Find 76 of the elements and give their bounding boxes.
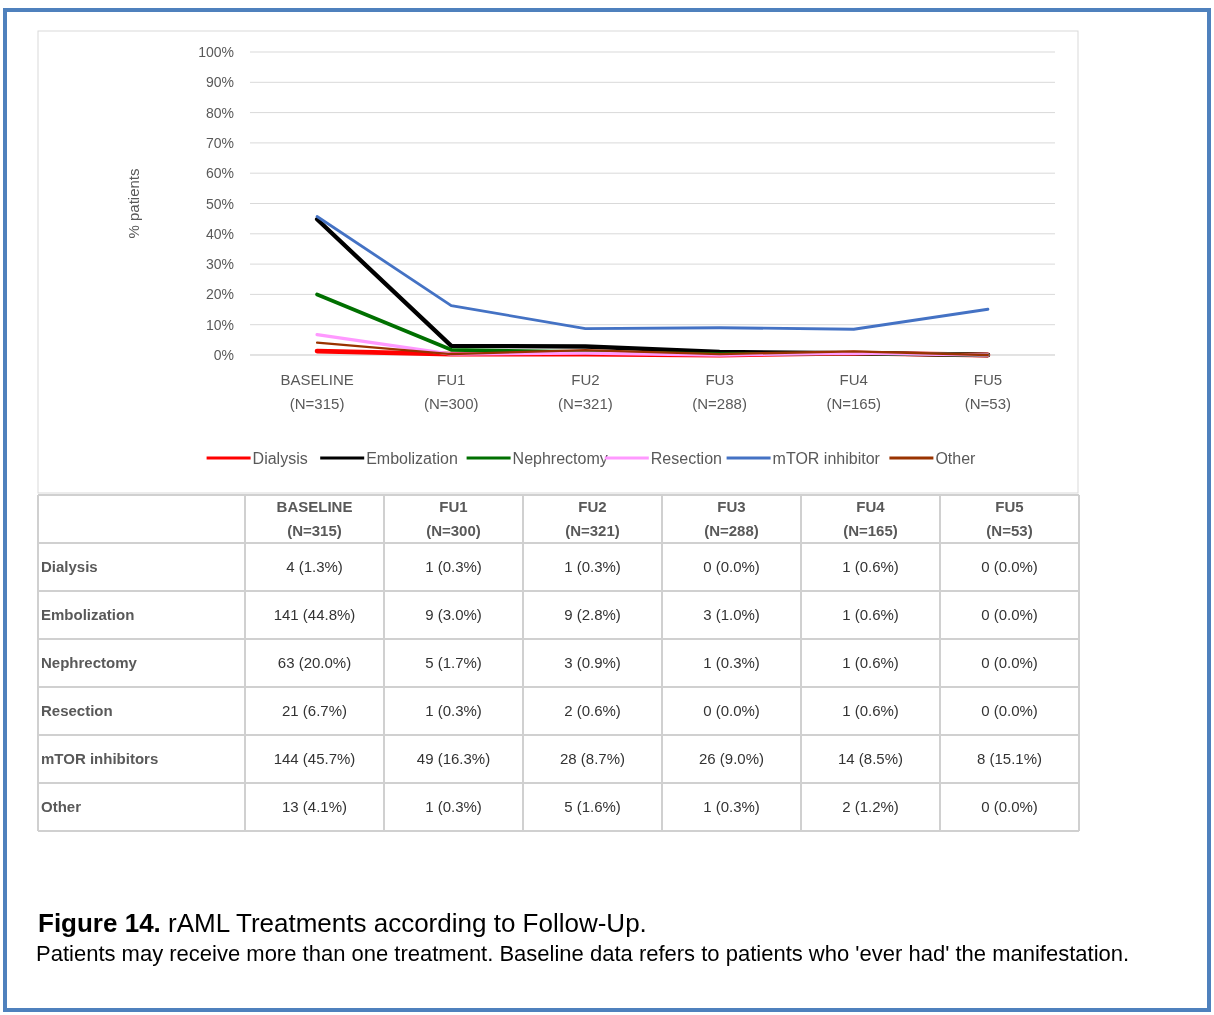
legend-label: Nephrectomy	[512, 450, 608, 467]
legend-label: Resection	[650, 450, 722, 467]
category-label: FU1 (N=300)	[426, 498, 481, 539]
line-series	[315, 341, 990, 357]
x-tick-label: FU2 (N=321)	[558, 371, 613, 412]
y-tick-label: 30%	[205, 256, 234, 273]
y-tick-label: 60%	[205, 165, 234, 182]
text: Embolization	[41, 606, 135, 623]
category-label: FU5 (N=53)	[986, 498, 1033, 539]
data-label: 63 (20.0%)	[277, 654, 352, 671]
data-label: 0 (0.0%)	[981, 606, 1038, 623]
y-tick-label: 100%	[198, 44, 234, 60]
data-label: 2 (0.6%)	[564, 702, 621, 719]
x-tick-label: BASELINE (N=315)	[280, 371, 354, 412]
data-label: 1 (0.3%)	[425, 702, 482, 719]
y-tick-label: 80%	[205, 104, 234, 121]
data-label: 0 (0.0%)	[981, 702, 1038, 719]
text: Nephrectomy	[41, 654, 138, 671]
y-tick-label: 70%	[205, 134, 234, 151]
legend-label: Embolization	[366, 450, 458, 467]
category-label: FU4 (N=165)	[843, 498, 898, 539]
y-tick-label: 20%	[205, 286, 234, 303]
data-label: 2 (1.2%)	[842, 798, 899, 815]
data-label: 1 (0.3%)	[703, 654, 760, 671]
data-label: 144 (45.7%)	[273, 750, 356, 767]
data-label: 8 (15.1%)	[976, 750, 1043, 767]
y-tick-label: 90%	[205, 74, 234, 91]
data-label: 1 (0.3%)	[564, 558, 621, 575]
data-label: 5 (1.6%)	[564, 798, 621, 815]
y-tick-label: 0%	[213, 347, 234, 363]
data-label: 1 (0.6%)	[842, 558, 899, 575]
line-series	[315, 215, 990, 331]
y-tick-label: 10%	[205, 316, 234, 333]
data-label: 9 (2.8%)	[564, 606, 621, 623]
x-tick-label: FU5 (N=53)	[964, 371, 1012, 412]
data-label: 13 (4.1%)	[281, 798, 348, 815]
data-label: 1 (0.6%)	[842, 702, 899, 719]
text: Other	[41, 798, 82, 815]
data-label: 1 (0.3%)	[425, 798, 482, 815]
data-label: 14 (8.5%)	[837, 750, 904, 767]
data-label: 1 (0.6%)	[842, 654, 899, 671]
category-label: FU2 (N=321)	[565, 498, 620, 539]
x-tick-label: FU3 (N=288)	[692, 371, 747, 412]
data-label: 21 (6.7%)	[281, 702, 348, 719]
data-label: 5 (1.7%)	[425, 654, 482, 671]
data-label: 26 (9.0%)	[698, 750, 765, 767]
data-label: 141 (44.8%)	[273, 606, 356, 623]
y-axis-title: % patients	[125, 168, 142, 239]
data-label: 4 (1.3%)	[286, 558, 343, 575]
legend-label: Dialysis	[252, 450, 308, 467]
data-label: 0 (0.0%)	[703, 702, 760, 719]
text: Patients may receive more than one treatment. Baseline data refers to patients who 'ever had' the manifestation.	[36, 940, 1131, 968]
legend-label: Other	[935, 450, 977, 467]
data-label: 0 (0.0%)	[981, 798, 1038, 815]
legend-label: mTOR inhibitor	[772, 450, 881, 467]
data-label: 1 (0.3%)	[425, 558, 482, 575]
data-label: 0 (0.0%)	[981, 558, 1038, 575]
data-label: 1 (0.6%)	[842, 606, 899, 623]
data-label: 28 (8.7%)	[559, 750, 626, 767]
text: mTOR inhibitors	[41, 750, 159, 767]
y-tick-label: 50%	[205, 195, 234, 212]
text: Dialysis	[41, 558, 98, 575]
category-label: BASELINE (N=315)	[276, 498, 353, 539]
x-tick-label: FU1 (N=300)	[423, 371, 479, 412]
data-label: 1 (0.3%)	[703, 798, 760, 815]
data-label: 3 (0.9%)	[564, 654, 621, 671]
text: Figure 14. rAML Treatments according to Follow-Up.	[38, 908, 647, 938]
data-label: 0 (0.0%)	[981, 654, 1038, 671]
text: Resection	[41, 702, 113, 719]
y-tick-label: 40%	[205, 225, 234, 242]
data-label: 9 (3.0%)	[425, 606, 482, 623]
category-label: FU3 (N=288)	[704, 498, 759, 539]
data-label: 49 (16.3%)	[416, 750, 491, 767]
data-label: 0 (0.0%)	[703, 558, 760, 575]
x-tick-label: FU4 (N=165)	[826, 371, 882, 412]
data-label: 3 (1.0%)	[703, 606, 760, 623]
